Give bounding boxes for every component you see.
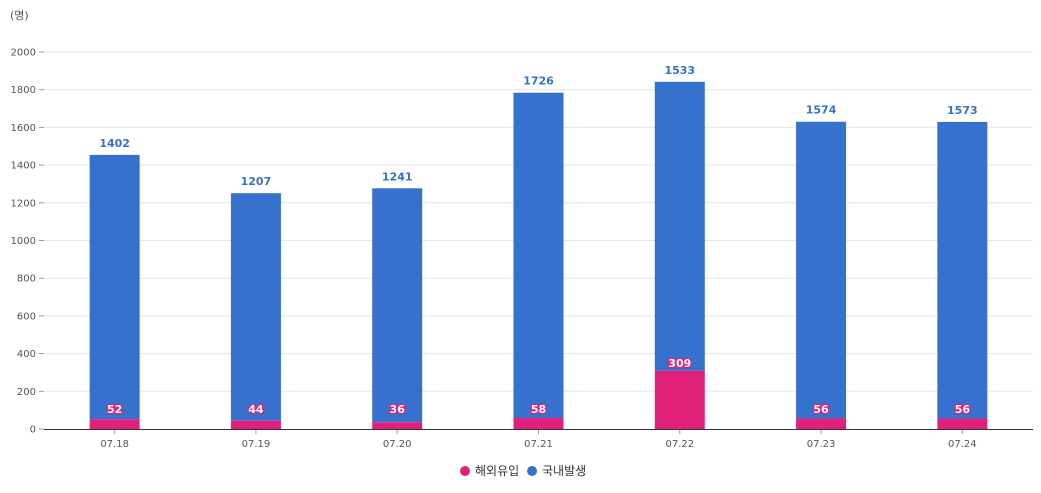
- bar-overseas: [513, 418, 564, 429]
- bar-overseas: [796, 418, 847, 429]
- y-tick-label: 200: [17, 387, 36, 398]
- bar-overseas: [230, 420, 281, 429]
- bar-domestic: [513, 92, 564, 419]
- x-tick-label: 07.18: [100, 439, 129, 450]
- bar-overseas: [372, 422, 423, 429]
- y-tick-label: 2000: [11, 48, 36, 59]
- legend-swatch-overseas: [460, 466, 470, 476]
- legend-swatch-domestic: [527, 466, 537, 476]
- bar-domestic: [89, 154, 140, 420]
- x-tick-label: 07.20: [383, 439, 412, 450]
- x-tick-label: 07.24: [948, 439, 977, 450]
- data-label-overseas: 44: [248, 403, 264, 416]
- bar-overseas: [937, 418, 988, 429]
- x-tick-label: 07.21: [524, 439, 553, 450]
- bar-domestic: [372, 188, 423, 423]
- data-label-domestic: 1402: [99, 137, 130, 150]
- legend-label-domestic: 국내발생: [542, 464, 586, 478]
- y-tick-label: 400: [17, 349, 36, 360]
- y-tick-label: 1800: [11, 85, 36, 96]
- y-tick-label: 1000: [11, 236, 36, 247]
- data-label-domestic: 1573: [947, 104, 978, 117]
- legend: 해외유입 국내발생: [460, 464, 586, 478]
- y-tick-label: 1600: [11, 123, 36, 134]
- x-tick-label: 07.23: [807, 439, 836, 450]
- data-label-domestic: 1726: [523, 75, 554, 88]
- x-tick-label: 07.22: [665, 439, 694, 450]
- data-label-domestic: 1207: [241, 175, 272, 188]
- data-label-overseas: 56: [955, 403, 971, 416]
- y-axis-ticks: 0 200 400 600 800 1000 1200 1400 1600 1800 2000: [11, 48, 44, 436]
- bar-domestic: [937, 121, 988, 419]
- y-tick-label: 0: [30, 425, 36, 436]
- bar-overseas: [89, 419, 140, 429]
- y-tick-label: 600: [17, 311, 36, 322]
- bars: [89, 81, 988, 429]
- y-axis-unit-label: (명): [10, 9, 29, 22]
- data-label-domestic: 1533: [664, 64, 695, 77]
- data-label-overseas: 36: [390, 403, 406, 416]
- data-label-overseas: 56: [813, 403, 829, 416]
- y-tick-label: 1200: [11, 198, 36, 209]
- bar-overseas: [654, 370, 705, 429]
- bar-domestic: [230, 193, 281, 421]
- data-label-domestic: 1241: [382, 170, 413, 183]
- legend-label-overseas: 해외유입: [475, 464, 519, 478]
- bar-domestic: [796, 121, 847, 419]
- x-axis-ticks: 07.18 07.19 07.20 07.21 07.22 07.23 07.24: [100, 429, 977, 450]
- bar-domestic: [654, 81, 705, 371]
- data-labels: 1402 52 1207 44 1241 36 1726 58 1533 309 1574 56 157…: [99, 64, 978, 417]
- data-label-domestic: 1574: [806, 104, 837, 117]
- data-label-overseas: 309: [668, 357, 691, 370]
- data-label-overseas: 58: [531, 403, 546, 416]
- data-label-overseas: 52: [107, 403, 122, 416]
- y-tick-label: 800: [17, 274, 36, 285]
- x-tick-label: 07.19: [242, 439, 271, 450]
- y-tick-label: 1400: [11, 161, 36, 172]
